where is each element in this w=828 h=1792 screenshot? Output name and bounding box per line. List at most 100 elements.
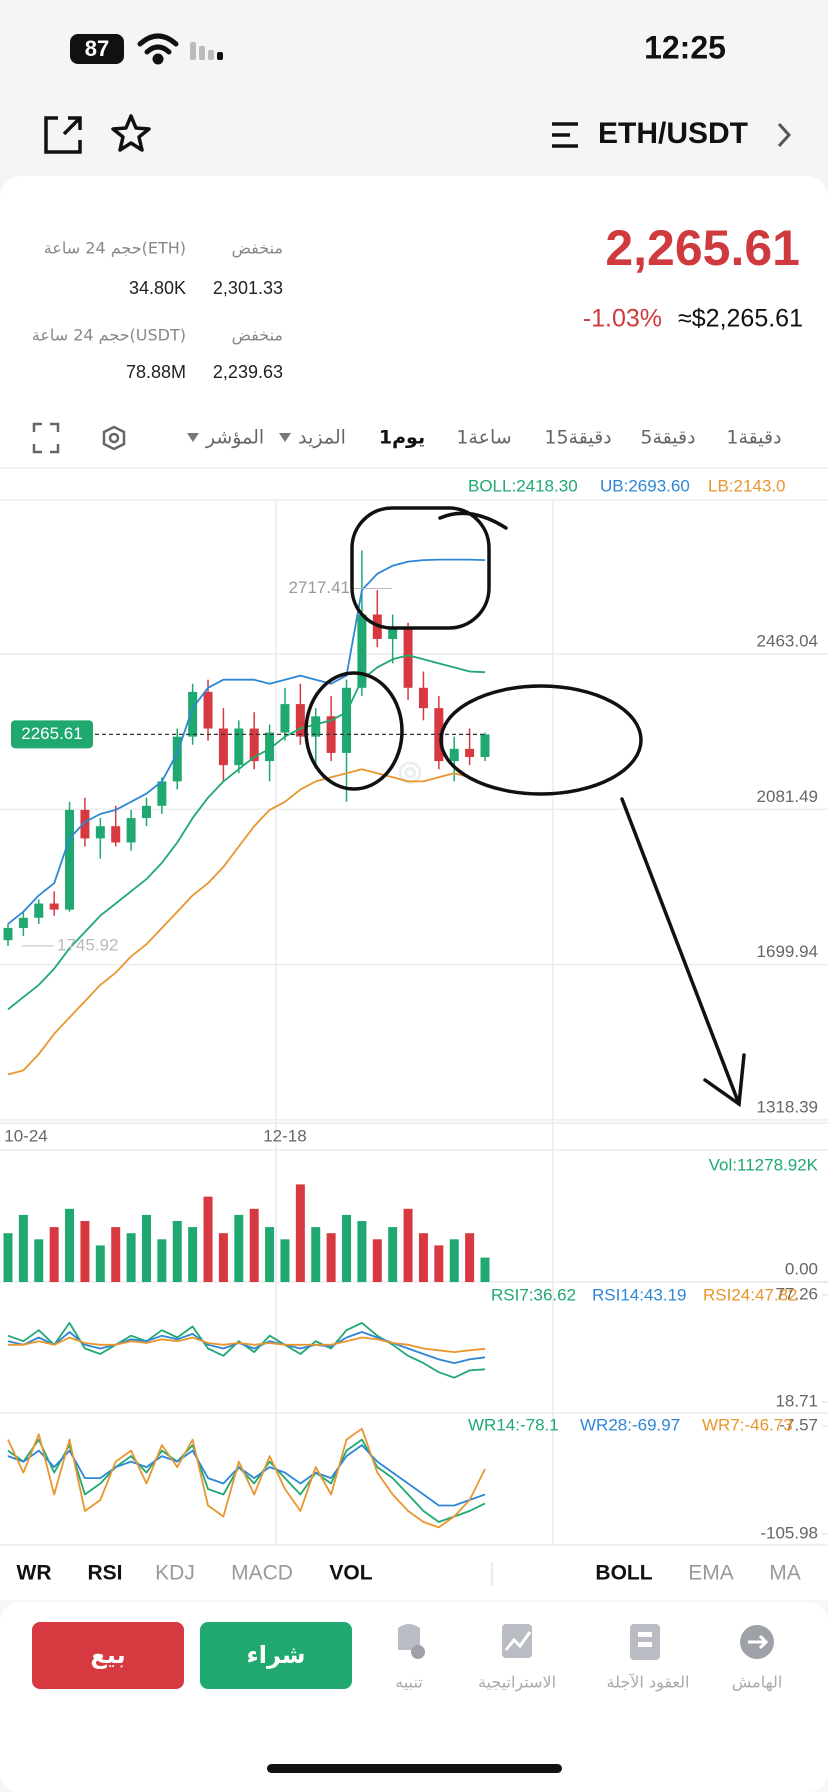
volume-bar: [141, 1214, 151, 1282]
legend-entry: RSI14:43.19: [592, 1285, 687, 1304]
volume-bar: [326, 1233, 336, 1282]
usd-price: ≈$2,265.61: [678, 305, 803, 333]
volume-bar: [265, 1227, 275, 1282]
volume-bar: [311, 1227, 321, 1282]
last-price: 2,265.61: [605, 220, 800, 276]
legend-entry: UB:2693.60: [600, 476, 690, 495]
nav-label[interactable]: الهامش: [732, 1673, 783, 1693]
dropdown-arrow: [187, 433, 199, 442]
timeframe-tab[interactable]: 1دقيقة: [726, 427, 781, 449]
nav-label[interactable]: الاستراتيجية: [478, 1673, 556, 1693]
volume-bar: [203, 1196, 213, 1282]
candle-body: [311, 716, 321, 737]
indicator-tab[interactable]: المؤشر: [205, 427, 264, 449]
volume-bar: [3, 1233, 13, 1282]
candle-body: [188, 691, 198, 737]
legend-entry: RSI24:47.82: [703, 1285, 798, 1304]
indicator-line: [7, 1427, 486, 1529]
volume-bar: [280, 1239, 290, 1282]
timeframe-tab[interactable]: 15دقيقة: [544, 427, 611, 449]
indicator-tab[interactable]: WR: [17, 1562, 52, 1585]
y-tick-label: 1318.39: [757, 1097, 818, 1116]
margin-icon[interactable]: [740, 1625, 774, 1659]
candle-body: [218, 728, 228, 766]
indicator-tab[interactable]: VOL: [329, 1562, 372, 1585]
volume-bar: [172, 1221, 182, 1282]
volume-bar: [18, 1214, 28, 1282]
candle-body: [465, 748, 475, 757]
indicator-tab[interactable]: MACD: [231, 1562, 293, 1585]
watermark-logo: ⦾: [398, 757, 422, 790]
indicator-tab[interactable]: BOLL: [595, 1562, 652, 1585]
volume-bar: [65, 1208, 75, 1282]
timeframe-tab[interactable]: 5دقيقة: [640, 427, 695, 449]
legend-entry: WR7:-46.73: [702, 1415, 793, 1434]
volume-bar: [403, 1208, 413, 1282]
stat-value: 2,301.33: [213, 278, 283, 298]
indicator-line: [7, 558, 486, 925]
volume-bar: [49, 1227, 59, 1282]
volume-bar: [342, 1214, 352, 1282]
home-indicator: [267, 1764, 562, 1773]
volume-bar: [465, 1233, 475, 1282]
candle-body: [388, 626, 398, 639]
dropdown-arrow: [279, 433, 291, 442]
price-change: -1.03%: [583, 305, 662, 333]
candle-body: [357, 614, 367, 688]
candle-body: [172, 736, 182, 782]
volume-bar: [218, 1233, 228, 1282]
legend-entry: WR28:-69.97: [580, 1415, 680, 1434]
legend-entry: LB:2143.0: [708, 476, 786, 495]
legend-entry: RSI7:36.62: [491, 1285, 576, 1304]
favorite-button[interactable]: [111, 114, 151, 152]
indicator-line: [7, 654, 486, 1011]
volume-bar: [157, 1239, 167, 1282]
y-tick-label: 18.71: [775, 1391, 818, 1410]
charts: 2463.04 2081.49 1699.94 1318.39 BOLL:2418.30…: [0, 476, 828, 1542]
volume-bar: [95, 1245, 105, 1282]
pair-chevron[interactable]: [777, 122, 792, 148]
timeframe-tab[interactable]: 1ساعة: [456, 427, 511, 449]
more-tab[interactable]: المزيد: [298, 427, 346, 449]
volume-bar: [388, 1227, 398, 1282]
alert-icon[interactable]: [398, 1624, 425, 1659]
candle-body: [234, 728, 244, 766]
volume-bar: [234, 1214, 244, 1282]
stat-label: منخفض: [232, 239, 283, 259]
indicator-tab[interactable]: KDJ: [155, 1562, 195, 1585]
candle-body: [403, 626, 413, 688]
strategy-icon[interactable]: [502, 1624, 532, 1658]
indicator-line: [7, 1331, 486, 1364]
settings-button[interactable]: [102, 425, 126, 451]
y-tick-label: 2081.49: [757, 787, 818, 806]
nav-label[interactable]: تنبيه: [395, 1673, 423, 1692]
pair-menu-icon[interactable]: [552, 122, 578, 148]
buy-button[interactable]: [200, 1622, 352, 1689]
indicator-line: [7, 1438, 486, 1523]
indicator-tab[interactable]: RSI: [87, 1562, 122, 1585]
nav-label[interactable]: العقود الآجلة: [607, 1673, 690, 1693]
volume-bar: [295, 1184, 305, 1282]
volume-bar: [80, 1221, 90, 1282]
buy-label[interactable]: شراء: [246, 1641, 305, 1669]
current-price-badge: [11, 720, 93, 749]
futures-icon[interactable]: [630, 1624, 660, 1660]
sell-label[interactable]: بيع: [90, 1641, 125, 1669]
timeframe-tab-active[interactable]: 1يوم: [379, 427, 425, 449]
fullscreen-button[interactable]: [32, 422, 60, 454]
indicator-tab[interactable]: MA: [769, 1562, 801, 1585]
indicator-tab[interactable]: EMA: [688, 1562, 734, 1585]
share-button[interactable]: [44, 116, 82, 154]
stat-label: حجم 24 ساعة(ETH): [44, 239, 186, 258]
high-marker-label: 2717.41: [289, 578, 350, 597]
y-tick-label: 2463.04: [757, 631, 818, 650]
low-marker-label: 1745.92: [57, 935, 118, 954]
sell-button[interactable]: [32, 1622, 184, 1689]
candle-body: [95, 826, 105, 839]
candle-body: [295, 704, 305, 737]
current-price-label: 2265.61: [21, 724, 82, 743]
stat-value: 78.88M: [126, 362, 186, 382]
volume-bar: [111, 1227, 121, 1282]
indicator-line: [7, 1444, 486, 1507]
pair-title[interactable]: ETH/USDT: [598, 117, 748, 150]
